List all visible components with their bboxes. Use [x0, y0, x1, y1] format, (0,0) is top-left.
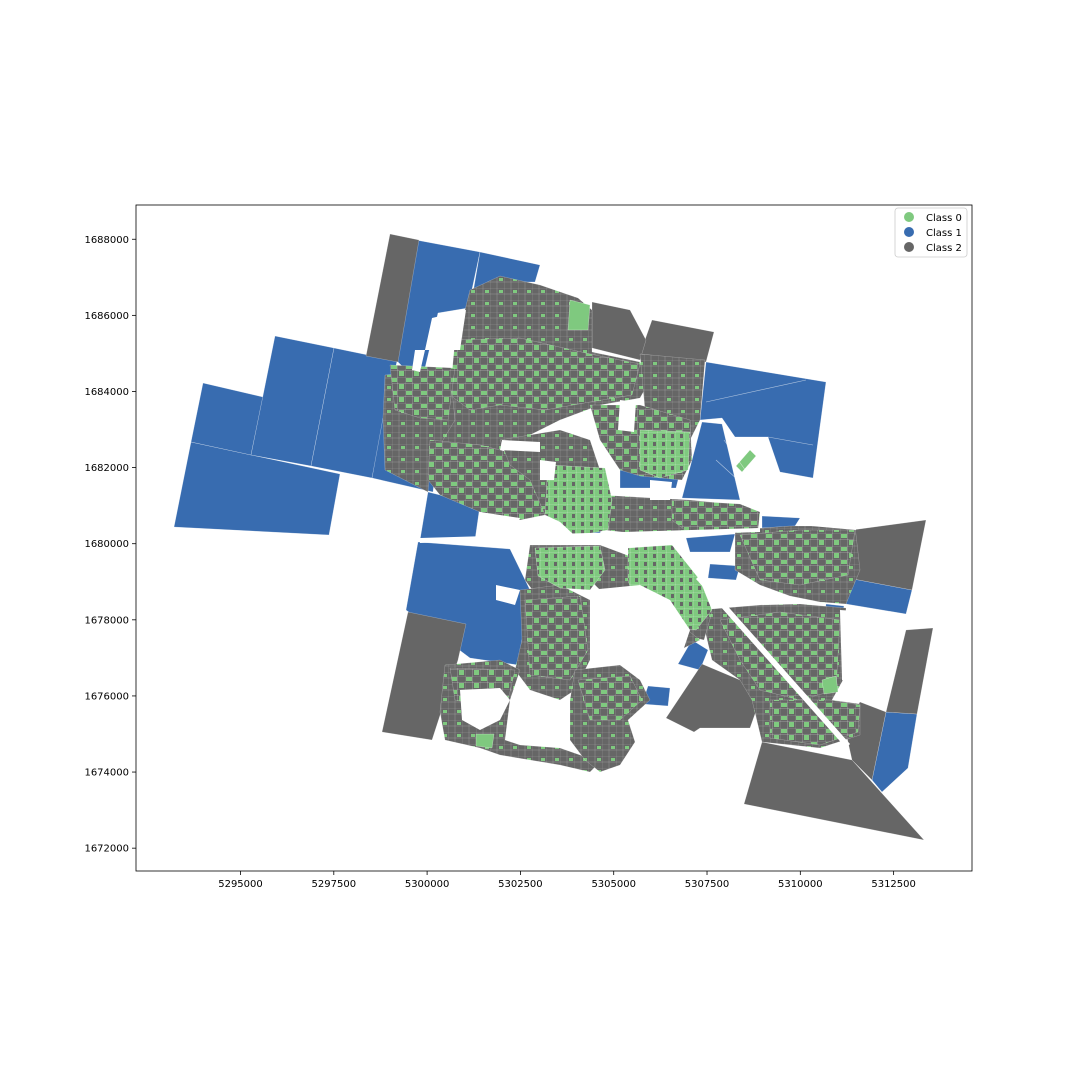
region	[639, 429, 691, 479]
gap	[590, 585, 690, 660]
gap	[460, 688, 510, 730]
region	[665, 663, 761, 733]
legend-label-class-1: Class 1	[926, 228, 962, 239]
y-tick-label: 1684000	[84, 387, 129, 398]
y-tick-label: 1680000	[84, 539, 129, 550]
y-tick-label: 1676000	[84, 691, 129, 702]
y-axis: 1672000 1674000 1676000 1678000 1680000 16820…	[84, 235, 136, 855]
district	[449, 337, 641, 411]
y-tick-label: 1674000	[84, 768, 129, 779]
legend-marker-class-1	[904, 227, 914, 237]
gap	[800, 480, 856, 530]
gap	[425, 310, 466, 350]
legend-marker-class-2	[904, 242, 914, 252]
region	[735, 449, 757, 473]
district	[739, 529, 856, 586]
gap	[650, 480, 672, 500]
x-tick-label: 5300000	[405, 879, 450, 890]
gap	[618, 400, 636, 432]
y-tick-label: 1672000	[84, 844, 129, 855]
boundary	[715, 459, 761, 501]
district	[577, 675, 643, 721]
gap	[500, 440, 540, 452]
region	[365, 233, 420, 363]
x-tick-label: 5305000	[591, 879, 636, 890]
region	[173, 441, 341, 536]
region	[567, 299, 591, 331]
gaps	[412, 310, 880, 748]
region	[685, 533, 736, 553]
boundary	[767, 436, 814, 446]
region	[821, 675, 839, 695]
region	[847, 519, 927, 591]
legend: Class 0 Class 1 Class 2	[894, 207, 968, 258]
gap	[496, 585, 520, 605]
boundary	[705, 379, 807, 403]
y-tick-label: 1682000	[84, 463, 129, 474]
district	[524, 595, 589, 681]
x-tick-label: 5312500	[871, 879, 916, 890]
y-tick-label: 1688000	[84, 235, 129, 246]
district	[389, 364, 456, 421]
x-axis: 5295000 5297500 5300000 5302500 5305000 53075…	[218, 871, 916, 890]
legend-label-class-2: Class 2	[926, 243, 962, 254]
axes-frame	[135, 204, 973, 872]
region	[475, 733, 495, 749]
x-tick-label: 5297500	[312, 879, 357, 890]
x-tick-label: 5307500	[685, 879, 730, 890]
region	[681, 421, 741, 501]
gap	[540, 460, 556, 480]
east-boundaries	[705, 379, 814, 506]
x-tick-label: 5310000	[778, 879, 823, 890]
map-layer	[173, 233, 934, 841]
y-tick-label: 1678000	[84, 615, 129, 626]
x-tick-label: 5295000	[218, 879, 263, 890]
y-tick-label: 1686000	[84, 311, 129, 322]
boundary	[723, 439, 771, 506]
x-tick-label: 5302500	[498, 879, 543, 890]
gap	[840, 610, 880, 690]
region	[381, 611, 467, 741]
region	[677, 639, 709, 671]
legend-marker-class-0	[904, 212, 914, 222]
road	[696, 575, 850, 748]
region	[885, 627, 934, 715]
class-2-regions	[365, 233, 934, 841]
gap	[412, 350, 425, 372]
gap	[480, 512, 520, 540]
legend-label-class-0: Class 0	[926, 213, 962, 224]
region	[707, 563, 741, 581]
